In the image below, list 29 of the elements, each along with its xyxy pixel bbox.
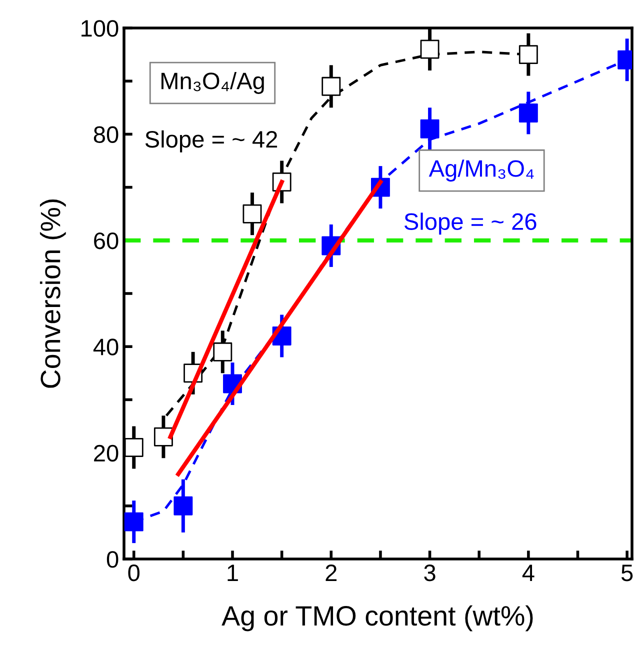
point: [213, 342, 232, 362]
point: [420, 40, 440, 59]
point: [124, 512, 144, 532]
x-axis-title: Ag or TMO content (wt%): [222, 605, 533, 632]
x-tick-label: 4: [522, 564, 534, 581]
x-tick-label: 1: [228, 564, 238, 581]
y-axis-title: Conversion (%): [40, 200, 66, 388]
text: Mn₃O₄/Ag: [161, 72, 264, 94]
point: [242, 204, 262, 224]
point: [518, 45, 538, 64]
y-tick-label: 100: [82, 20, 118, 37]
point: [322, 76, 341, 96]
x-tick-label: 2: [326, 564, 337, 581]
annotation: Slope = ~ 42: [145, 130, 278, 152]
x-tick-label: 5: [621, 564, 633, 582]
y-tick-label: 40: [93, 338, 118, 356]
point: [518, 103, 538, 122]
series-label: Ag/Mn₃O₄: [428, 160, 534, 182]
x-tick-label: 3: [424, 564, 436, 582]
y-tick-label: 20: [94, 444, 118, 462]
x-tick-label: 0: [128, 564, 140, 582]
y-tick-label: 60: [94, 232, 118, 250]
annotation: Slope = ~ 26: [404, 212, 536, 235]
point: [420, 119, 440, 138]
y-tick-label: 80: [94, 126, 118, 143]
point: [174, 496, 193, 516]
y-tick-label: 0: [106, 551, 118, 568]
point: [154, 427, 173, 446]
point: [124, 438, 144, 457]
